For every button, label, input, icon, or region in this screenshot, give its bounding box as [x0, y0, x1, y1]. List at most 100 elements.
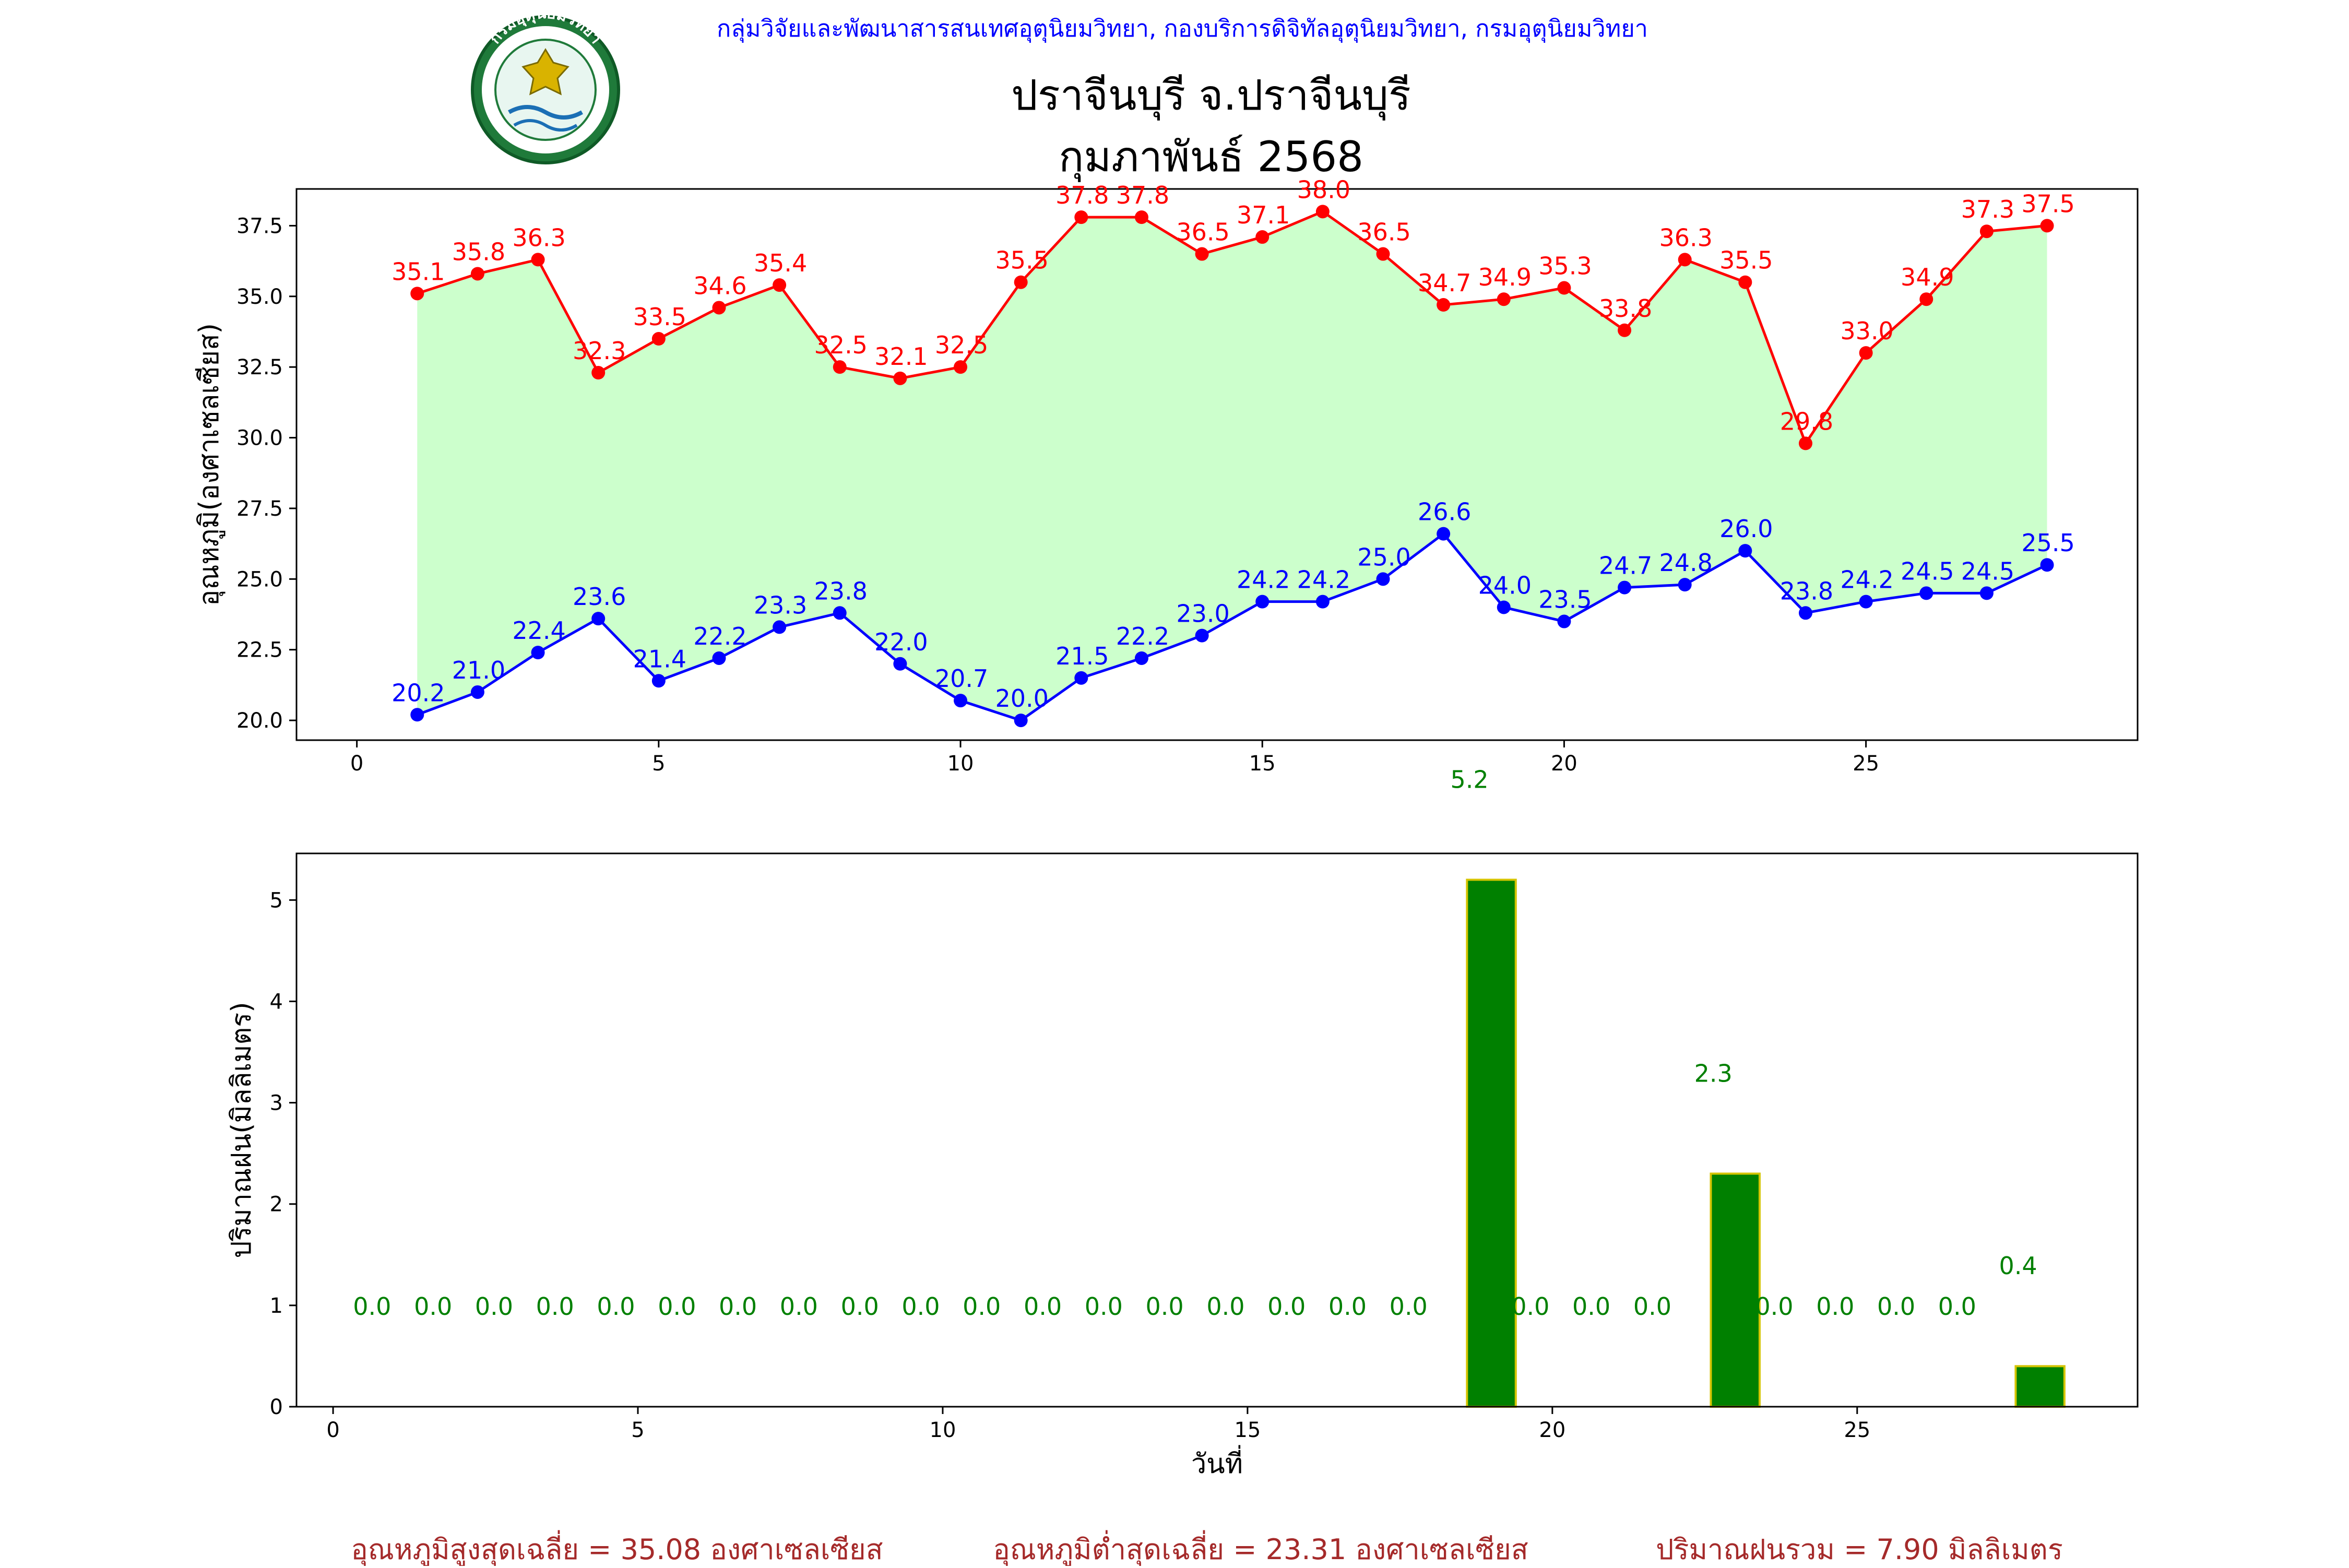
- min-temperature-data-label: 20.0: [995, 684, 1048, 712]
- credit-line: กลุ่มวิจัยและพัฒนาสารสนเทศอุตุนิยมวิทยา,…: [717, 15, 1648, 43]
- y-tick-label: 27.5: [236, 497, 283, 521]
- rain-bar: [1710, 1172, 1761, 1408]
- rain-data-label: 0.0: [1816, 1292, 1854, 1321]
- max-temperature-data-label: 33.0: [1840, 317, 1893, 345]
- min-temperature-point: [1255, 595, 1270, 609]
- max-temperature-data-label: 35.8: [452, 237, 505, 266]
- min-temperature-data-label: 21.0: [452, 656, 505, 684]
- min-temperature-point: [1074, 671, 1088, 685]
- x-tick-label: 0: [350, 752, 363, 776]
- max-temperature-point: [1497, 292, 1511, 306]
- max-temperature-data-label: 35.3: [1538, 252, 1592, 280]
- summary-rain-total: ปริมาณฝนรวม = 7.90 มิลลิเมตร: [1656, 1533, 2063, 1566]
- y-tick-label: 1: [270, 1294, 283, 1318]
- x-tick-label: 5: [631, 1418, 644, 1442]
- x-tick-label: 0: [326, 1418, 339, 1442]
- max-temperature-point: [651, 332, 666, 346]
- min-temperature-point: [1979, 586, 1994, 600]
- min-temperature-point: [833, 606, 847, 620]
- max-temperature-point: [2040, 219, 2054, 233]
- min-temperature-data-label: 26.0: [1719, 515, 1773, 543]
- rain-data-label: 0.0: [1572, 1292, 1610, 1321]
- x-tick-label: 10: [930, 1418, 956, 1442]
- max-temperature-data-label: 35.4: [754, 249, 807, 277]
- y-tick-label: 25.0: [236, 567, 283, 591]
- min-temperature-data-label: 24.2: [1297, 566, 1350, 594]
- min-temperature-data-label: 23.6: [573, 583, 626, 611]
- min-temperature-point: [712, 651, 726, 665]
- max-temperature-data-label: 32.5: [814, 331, 868, 359]
- rain-data-label: 0.0: [719, 1292, 757, 1321]
- min-temperature-data-label: 25.0: [1357, 543, 1410, 571]
- rain-data-label: 0.0: [414, 1292, 452, 1321]
- rain-data-label: 0.0: [353, 1292, 391, 1321]
- max-temperature-data-label: 37.1: [1237, 201, 1290, 229]
- max-temperature-data-label: 37.5: [2021, 189, 2074, 218]
- max-temperature-data-label: 34.9: [1478, 263, 1532, 291]
- min-temperature-data-label: 23.3: [754, 591, 807, 619]
- max-temperature-data-label: 33.5: [633, 303, 686, 331]
- min-temperature-point: [591, 612, 606, 626]
- max-temperature-data-label: 32.3: [573, 337, 626, 365]
- rainfall-chart: 0.0 0.0 0.0 0.0 0.0 0.0 0.0 0.0 0.0 0.0 0.0 0.0 0.0 0…: [226, 765, 2139, 1480]
- min-temperature-data-label: 23.8: [1780, 577, 1833, 605]
- min-temperature-data-label: 23.5: [1538, 586, 1592, 614]
- min-temperature-point: [1134, 651, 1148, 665]
- max-temperature-point: [1678, 253, 1692, 267]
- min-temperature-data-label: 22.2: [693, 622, 746, 650]
- min-temperature-line: [417, 532, 2048, 722]
- rain-data-label: 0.0: [475, 1292, 513, 1321]
- min-temperature-point: [531, 646, 545, 660]
- min-temperature-data-label: 20.7: [935, 664, 988, 693]
- min-temperature-point: [893, 657, 907, 671]
- min-temperature-point: [1738, 544, 1752, 558]
- max-temperature-point: [1134, 210, 1148, 224]
- min-temperature-data-label: 24.2: [1840, 566, 1893, 594]
- max-temperature-point: [1979, 224, 1994, 239]
- x-tick-label: 5: [652, 752, 665, 776]
- min-temperature-point: [470, 685, 484, 699]
- rain-data-label: 2.3: [1694, 1059, 1733, 1087]
- y-tick-label: 32.5: [236, 355, 283, 379]
- max-temperature-point: [954, 360, 968, 374]
- max-temperature-point: [833, 360, 847, 374]
- max-temperature-data-label: 36.5: [1357, 218, 1410, 246]
- min-temperature-data-label: 24.2: [1237, 566, 1290, 594]
- min-temperature-point: [1859, 595, 1873, 609]
- min-temperature-point: [1798, 606, 1812, 620]
- y-tick-label: 20.0: [236, 709, 283, 733]
- max-temperature-data-label: 32.5: [935, 331, 988, 359]
- rain-data-label: 0.0: [1633, 1292, 1671, 1321]
- rain-data-label: 0.0: [1877, 1292, 1915, 1321]
- max-temperature-point: [1315, 205, 1330, 219]
- rain-data-label: 0.0: [1755, 1292, 1793, 1321]
- min-temperature-data-label: 21.4: [633, 645, 686, 673]
- max-temperature-point: [1738, 275, 1752, 289]
- max-temperature-point: [773, 278, 787, 292]
- temperature-y-axis-label: อุณหภูมิ(องศาเซลเซียส): [194, 323, 226, 606]
- max-temperature-data-label: 37.3: [1961, 195, 2014, 223]
- rain-bar: [2014, 1365, 2066, 1408]
- rain-data-label: 0.0: [1206, 1292, 1244, 1321]
- max-temperature-point: [1618, 323, 1632, 337]
- min-temperature-data-label: 24.7: [1599, 552, 1652, 580]
- y-tick-label: 0: [270, 1395, 283, 1419]
- max-temperature-point: [1859, 346, 1873, 360]
- max-temperature-point: [1557, 281, 1571, 295]
- max-temperature-point: [410, 287, 424, 301]
- x-tick-label: 20: [1539, 1418, 1565, 1442]
- max-temperature-data-label: 29.8: [1780, 407, 1833, 435]
- min-temperature-data-label: 22.4: [512, 616, 565, 645]
- min-temperature-data-label: 22.2: [1116, 622, 1169, 650]
- rain-data-label: 0.0: [1267, 1292, 1306, 1321]
- y-tick-label: 30.0: [236, 426, 283, 450]
- max-temperature-data-label: 36.3: [1659, 223, 1712, 252]
- min-temperature-point: [1678, 578, 1692, 592]
- rain-data-label: 0.0: [536, 1292, 574, 1321]
- min-temperature-point: [2040, 558, 2054, 572]
- min-temperature-data-label: 21.5: [1055, 642, 1109, 670]
- y-tick-label: 2: [270, 1193, 283, 1217]
- min-temperature-point: [410, 708, 424, 722]
- y-tick-label: 22.5: [236, 638, 283, 662]
